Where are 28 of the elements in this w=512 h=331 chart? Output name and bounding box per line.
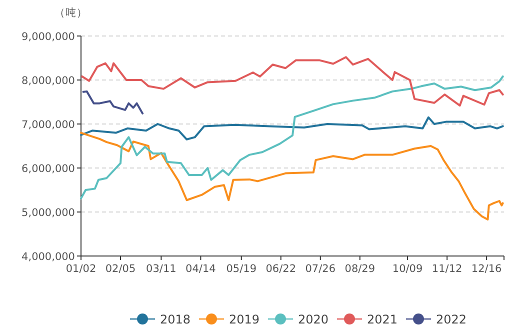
legend-label: 2020	[298, 312, 329, 326]
y-tick-label: 6,000,000	[22, 163, 75, 175]
x-tick-label: 07/26	[305, 263, 336, 275]
x-tick-label: 08/29	[344, 263, 376, 275]
x-tick-label: 04/14	[186, 263, 216, 275]
x-tick-label: 06/22	[266, 263, 296, 275]
line-series	[80, 75, 504, 200]
y-tick-label: 7,000,000	[22, 119, 75, 131]
line-series	[80, 116, 504, 140]
line-series	[81, 56, 504, 107]
legend-label: 2022	[436, 312, 467, 326]
line-series	[82, 90, 144, 114]
x-tick-label: 11/12	[432, 263, 462, 275]
legend-label: 2021	[367, 312, 398, 326]
x-tick-label: 03/11	[146, 263, 176, 275]
x-tick-label: 05/19	[226, 263, 256, 275]
x-tick-label: 02/05	[105, 263, 136, 275]
x-tick-label: 10/09	[392, 263, 423, 275]
x-tick-label: 12/16	[471, 263, 502, 275]
legend-label: 2019	[229, 312, 260, 326]
y-tick-label: 8,000,000	[22, 75, 75, 87]
y-axis-title: （吨）	[54, 6, 88, 19]
line-series	[80, 132, 504, 220]
y-tick-label: 9,000,000	[22, 31, 75, 43]
y-tick-label: 4,000,000	[22, 251, 75, 263]
legend-label: 2018	[160, 312, 191, 326]
x-tick-label: 01/02	[66, 263, 96, 275]
y-tick-label: 5,000,000	[22, 207, 75, 219]
